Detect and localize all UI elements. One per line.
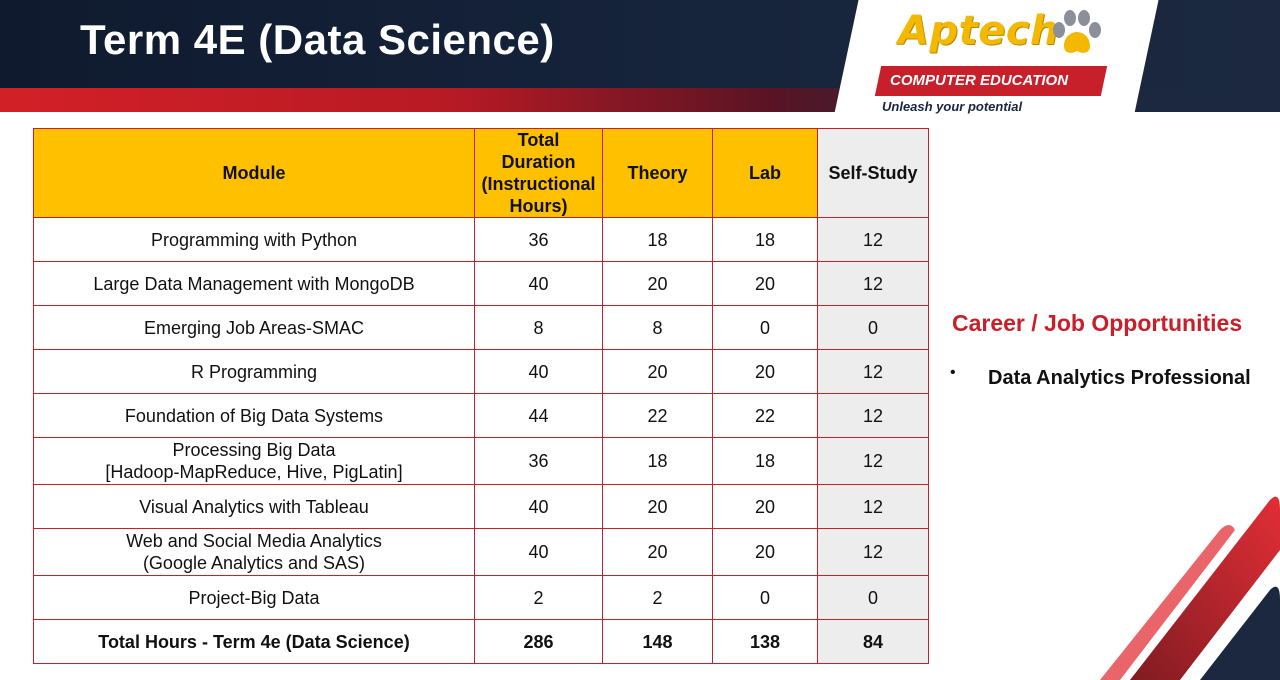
lab-cell: 22 [712, 393, 818, 438]
table-row: Foundation of Big Data Systems 44 22 22 … [33, 393, 929, 438]
total-cell: 36 [474, 437, 603, 485]
module-cell: Processing Big Data [Hadoop-MapReduce, H… [33, 437, 475, 485]
module-cell: Web and Social Media Analytics (Google A… [33, 528, 475, 576]
table-row: Programming with Python 36 18 18 12 [33, 217, 929, 262]
theory-cell: 8 [602, 305, 713, 350]
self-study-cell: 12 [817, 261, 929, 306]
module-cell: Foundation of Big Data Systems [33, 393, 475, 438]
lab-cell: 18 [712, 437, 818, 485]
curriculum-table: Module Total Duration (Instructional Hou… [33, 128, 929, 664]
lab-cell: 18 [712, 217, 818, 262]
table-row: Large Data Management with MongoDB 40 20… [33, 261, 929, 306]
lab-cell: 20 [712, 261, 818, 306]
table-row: Visual Analytics with Tableau 40 20 20 1… [33, 484, 929, 529]
module-cell: Visual Analytics with Tableau [33, 484, 475, 529]
theory-cell: 20 [602, 349, 713, 394]
theory-cell: 20 [602, 261, 713, 306]
total-cell: 36 [474, 217, 603, 262]
theory-cell: 18 [602, 437, 713, 485]
total-cell: 40 [474, 484, 603, 529]
self-study-cell: 12 [817, 484, 929, 529]
lab-cell: 0 [712, 305, 818, 350]
module-subtitle: (Google Analytics and SAS) [142, 553, 366, 573]
header-self-study: Self-Study [817, 128, 929, 218]
table-header-row: Module Total Duration (Instructional Hou… [33, 128, 929, 218]
self-study-cell: 12 [817, 217, 929, 262]
module-title: Processing Big Data [172, 440, 336, 460]
total-self-study-cell: 84 [817, 619, 929, 664]
bullet-icon: • [950, 364, 956, 381]
total-lab-cell: 138 [712, 619, 818, 664]
module-cell: Programming with Python [33, 217, 475, 262]
logo-brand: Aptech [898, 8, 1060, 54]
logo-tagline: Unleash your potential [882, 99, 1023, 114]
total-row: Total Hours - Term 4e (Data Science) 286… [33, 619, 929, 664]
header-theory: Theory [602, 128, 713, 218]
header-module: Module [33, 128, 475, 218]
total-cell: 8 [474, 305, 603, 350]
module-subtitle: [Hadoop-MapReduce, Hive, PigLatin] [105, 462, 403, 482]
self-study-cell: 12 [817, 437, 929, 485]
module-cell: R Programming [33, 349, 475, 394]
table-row: Processing Big Data [Hadoop-MapReduce, H… [33, 437, 929, 485]
module-cell: Project-Big Data [33, 575, 475, 620]
self-study-cell: 12 [817, 528, 929, 576]
theory-cell: 20 [602, 528, 713, 576]
module-cell: Large Data Management with MongoDB [33, 261, 475, 306]
theory-cell: 18 [602, 217, 713, 262]
module-title: Web and Social Media Analytics [126, 531, 382, 551]
total-cell: 40 [474, 528, 603, 576]
module-cell: Emerging Job Areas-SMAC [33, 305, 475, 350]
table-row: Project-Big Data 2 2 0 0 [33, 575, 929, 620]
lab-cell: 20 [712, 349, 818, 394]
table-row: R Programming 40 20 20 12 [33, 349, 929, 394]
paw-icon [1053, 10, 1101, 53]
self-study-cell: 0 [817, 305, 929, 350]
header-total-duration: Total Duration (Instructional Hours) [474, 128, 603, 218]
total-theory-cell: 148 [602, 619, 713, 664]
total-cell: 40 [474, 349, 603, 394]
self-study-cell: 12 [817, 349, 929, 394]
total-hours-cell: 286 [474, 619, 603, 664]
lab-cell: 20 [712, 528, 818, 576]
lab-cell: 0 [712, 575, 818, 620]
page-title: Term 4E (Data Science) [80, 16, 555, 63]
career-item: Data Analytics Professional [988, 367, 1251, 389]
decorative-stripes [1100, 496, 1280, 680]
career-title: Career / Job Opportunities [952, 310, 1243, 336]
total-cell: 2 [474, 575, 603, 620]
theory-cell: 2 [602, 575, 713, 620]
logo-bar-text: COMPUTER EDUCATION [890, 72, 1069, 89]
total-label-cell: Total Hours - Term 4e (Data Science) [33, 619, 475, 664]
total-cell: 40 [474, 261, 603, 306]
total-cell: 44 [474, 393, 603, 438]
table-row: Emerging Job Areas-SMAC 8 8 0 0 [33, 305, 929, 350]
theory-cell: 22 [602, 393, 713, 438]
self-study-cell: 0 [817, 575, 929, 620]
self-study-cell: 12 [817, 393, 929, 438]
table-row: Web and Social Media Analytics (Google A… [33, 528, 929, 576]
theory-cell: 20 [602, 484, 713, 529]
header-lab: Lab [712, 128, 818, 218]
lab-cell: 20 [712, 484, 818, 529]
